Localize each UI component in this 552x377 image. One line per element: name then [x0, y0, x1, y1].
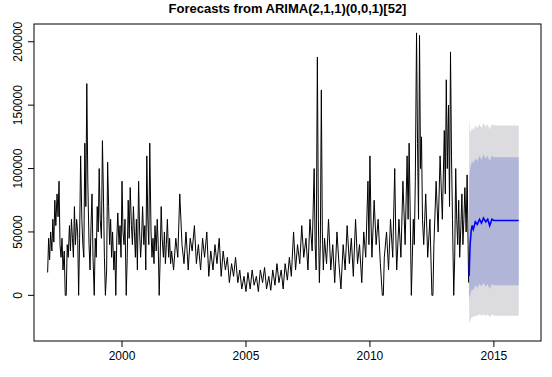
y-tick-label: 100000 — [11, 148, 25, 188]
y-tick — [28, 105, 34, 106]
y-tick — [28, 231, 34, 232]
plot-area — [48, 33, 519, 323]
prediction-interval — [469, 155, 519, 298]
y-tick-label: 50000 — [11, 215, 25, 249]
background — [0, 0, 552, 377]
prediction-interval — [469, 118, 519, 323]
y-tick-label: 150000 — [11, 85, 25, 125]
x-tick-label: 2010 — [357, 349, 384, 363]
x-tick-label: 2005 — [233, 349, 260, 363]
title: Forecasts from ARIMA(2,1,1)(0,0,1)[52] — [169, 1, 407, 16]
x-tick — [122, 341, 123, 347]
observed-line — [48, 33, 469, 295]
y-tick — [28, 168, 34, 169]
x-tick — [493, 341, 494, 347]
x-tick — [245, 341, 246, 347]
forecast-line — [469, 218, 519, 276]
chart: 2000 2005 2010 2015 0 50000 100000 150000 200000… — [0, 0, 552, 377]
y-tick-label: 200000 — [11, 21, 25, 61]
x-tick — [369, 341, 370, 347]
y-tick-label: 0 — [11, 292, 25, 299]
x-tick-label: 2015 — [481, 349, 508, 363]
x-tick-label: 2000 — [109, 349, 136, 363]
y-tick — [28, 41, 34, 42]
plot-frame — [34, 24, 541, 341]
y-tick — [28, 295, 34, 296]
